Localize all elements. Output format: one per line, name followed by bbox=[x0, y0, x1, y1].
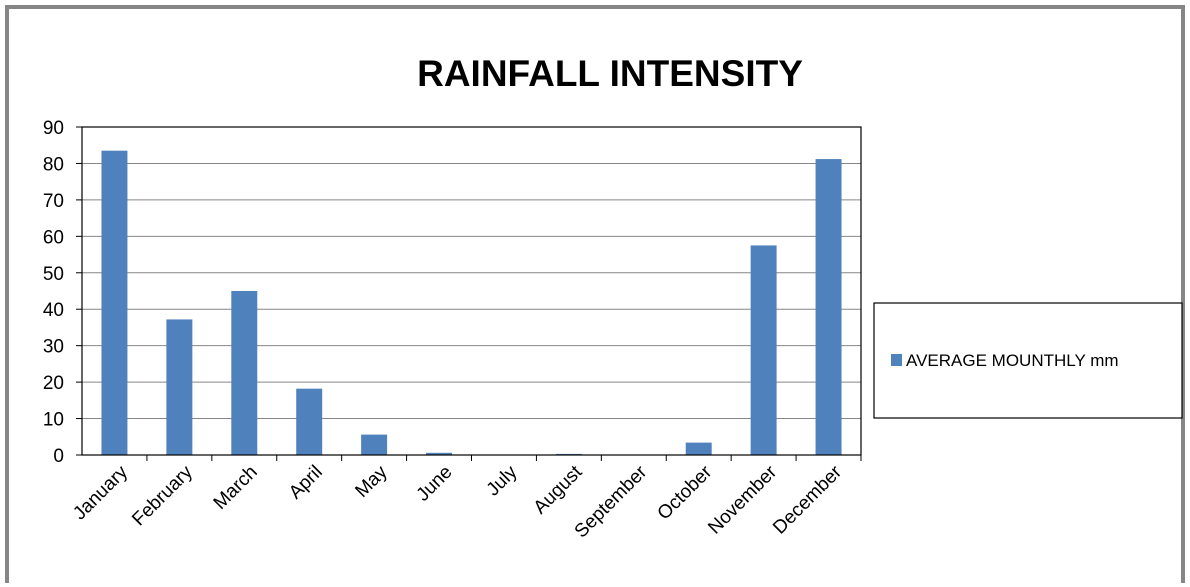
plot-area bbox=[82, 127, 861, 455]
gridlines bbox=[82, 163, 861, 418]
bar-october bbox=[686, 443, 712, 455]
chart-title: RAINFALL INTENSITY bbox=[417, 53, 803, 94]
bar-november bbox=[751, 245, 777, 455]
y-tick-label: 10 bbox=[43, 410, 64, 431]
x-tick-label: June bbox=[413, 462, 457, 506]
legend-label: AVERAGE MOUNTHLY mm bbox=[906, 351, 1119, 370]
x-tick-label: February bbox=[128, 461, 197, 530]
x-tick-label: May bbox=[351, 461, 392, 502]
x-tick-label: November bbox=[704, 461, 781, 538]
x-tick-label: April bbox=[285, 462, 327, 504]
bar-february bbox=[166, 319, 192, 455]
y-tick-label: 70 bbox=[43, 191, 64, 212]
y-tick-label: 0 bbox=[53, 446, 64, 467]
bar-april bbox=[296, 389, 322, 455]
x-tick-label: October bbox=[654, 461, 717, 524]
y-tick-label: 20 bbox=[43, 373, 64, 394]
bar-december bbox=[816, 159, 842, 455]
y-tick-label: 60 bbox=[43, 227, 64, 248]
x-tick-label: March bbox=[210, 462, 262, 514]
x-tick-label: December bbox=[769, 461, 846, 538]
legend-swatch bbox=[891, 354, 902, 366]
y-tick-label: 80 bbox=[43, 154, 64, 175]
chart: RAINFALL INTENSITY 0 10 20 30 40 50 60 70 80 90 J… bbox=[9, 9, 1189, 587]
legend: AVERAGE MOUNTHLY mm bbox=[874, 303, 1182, 418]
chart-frame: RAINFALL INTENSITY 0 10 20 30 40 50 60 70 80 90 J… bbox=[5, 5, 1185, 583]
bars bbox=[101, 151, 841, 455]
bar-may bbox=[361, 435, 387, 455]
y-tick-label: 40 bbox=[43, 300, 64, 321]
x-tick-label: July bbox=[483, 461, 522, 500]
x-tick-label: August bbox=[530, 461, 587, 518]
bar-march bbox=[231, 291, 257, 455]
y-tick-label: 50 bbox=[43, 264, 64, 285]
bar-january bbox=[101, 151, 127, 455]
y-tick-label: 90 bbox=[43, 118, 64, 139]
y-axis: 0 10 20 30 40 50 60 70 80 90 bbox=[43, 118, 82, 467]
y-tick-label: 30 bbox=[43, 337, 64, 358]
x-tick-label: January bbox=[69, 461, 132, 524]
